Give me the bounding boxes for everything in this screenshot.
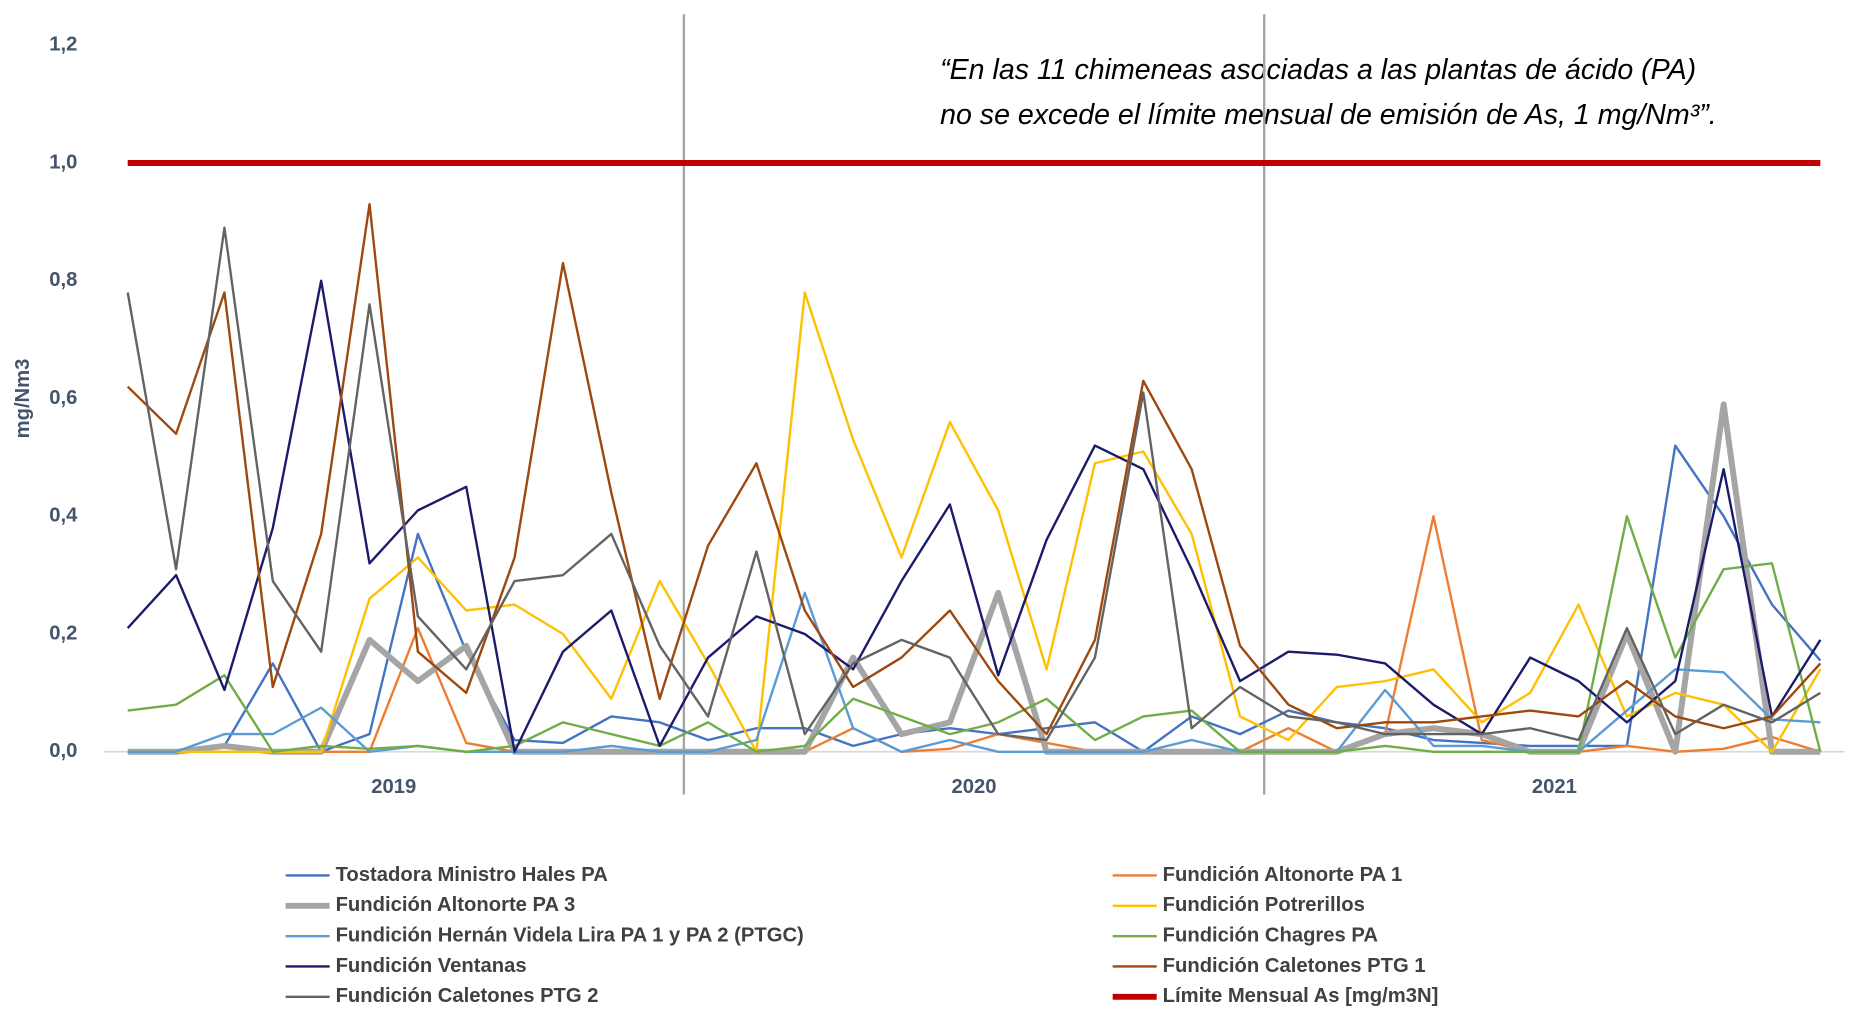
series-line [126, 202, 1822, 736]
x-group-label: 2021 [1532, 776, 1577, 798]
series-line [127, 444, 1822, 753]
series-line [126, 279, 1822, 753]
series-line [127, 515, 1822, 753]
y-tick-label: 0,0 [49, 740, 77, 762]
legend-label: Fundición Hernán Videla Lira PA 1 y PA 2… [336, 925, 804, 947]
y-axis-label: mg/Nm3 [12, 359, 34, 439]
legend-label: Fundición Potrerillos [1163, 894, 1365, 916]
legend-label: Fundición Altonorte PA 3 [336, 894, 576, 916]
legend-label: Fundición Chagres PA [1163, 925, 1379, 947]
legend-label: Fundición Caletones PTG 1 [1163, 955, 1426, 977]
y-tick-label: 0,8 [49, 269, 77, 291]
x-group-label: 2020 [952, 776, 997, 798]
annotation: no se excede el límite mensual de emisió… [940, 99, 1717, 131]
y-tick-label: 0,2 [49, 622, 77, 644]
y-tick-label: 0,4 [49, 505, 78, 527]
annotation: “En las 11 chimeneas asociadas a las pla… [940, 54, 1696, 86]
y-tick-label: 0,6 [49, 387, 77, 409]
x-group-label: 2019 [371, 776, 416, 798]
y-tick-label: 1,2 [49, 34, 77, 56]
legend-label: Fundición Caletones PTG 2 [336, 985, 599, 1007]
y-tick-label: 1,0 [49, 151, 77, 173]
series-line [127, 401, 1821, 755]
series-line [126, 226, 1821, 742]
legend-label: Tostadora Ministro Hales PA [336, 864, 609, 886]
legend-label: Fundición Ventanas [336, 955, 527, 977]
legend-label: Límite Mensual As [mg/m3N] [1163, 985, 1439, 1007]
legend-label: Fundición Altonorte PA 1 [1163, 864, 1403, 886]
